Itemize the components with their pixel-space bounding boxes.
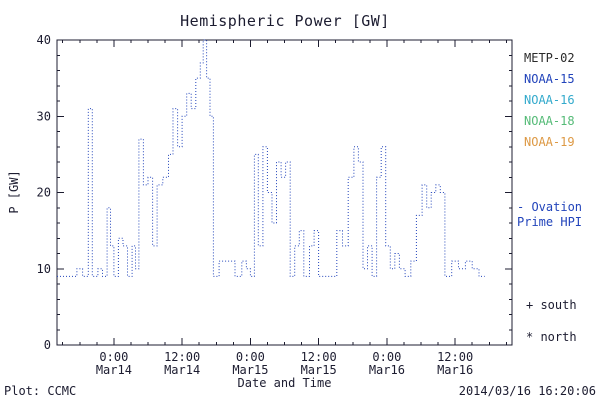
x-tick-time-label: 0:00 — [236, 350, 265, 364]
x-tick-time-label: 12:00 — [164, 350, 200, 364]
north-marker-label: * north — [526, 330, 577, 344]
x-tick-time-label: 12:00 — [437, 350, 473, 364]
ovation-legend: - Ovation Prime HPI — [517, 200, 582, 230]
legend-item-metp-02: METP-02 — [524, 51, 575, 65]
legend-item-noaa-15: NOAA-15 — [524, 72, 575, 86]
x-tick-date-label: Mar14 — [96, 363, 132, 377]
legend-item-noaa-16: NOAA-16 — [524, 93, 575, 107]
hpi-step-line — [57, 39, 485, 277]
y-axis-label: P [GW] — [7, 170, 21, 214]
y-tick-label: 20 — [37, 186, 51, 200]
x-tick-date-label: Mar15 — [301, 363, 337, 377]
x-tick-date-label: Mar14 — [164, 363, 200, 377]
footer-timestamp: 2014/03/16 16:20:06 — [458, 384, 596, 398]
x-tick-date-label: Mar16 — [369, 363, 405, 377]
y-tick-label: 10 — [37, 262, 51, 276]
ovation-legend-line2: Prime HPI — [517, 215, 583, 229]
legend-item-noaa-19: NOAA-19 — [524, 135, 575, 149]
ovation-legend-line1: - Ovation — [517, 200, 583, 214]
y-tick-label: 40 — [37, 33, 51, 47]
legend-item-noaa-18: NOAA-18 — [524, 114, 575, 128]
x-tick-time-label: 0:00 — [99, 350, 128, 364]
footer-plot-source: Plot: CCMC — [4, 384, 77, 398]
x-tick-time-label: 12:00 — [301, 350, 337, 364]
x-tick-time-label: 0:00 — [372, 350, 401, 364]
chart-title: Hemispheric Power [GW] — [180, 12, 390, 30]
satellite-legend: METP-02 NOAA-15 NOAA-16 NOAA-18 NOAA-19 — [524, 48, 575, 153]
x-tick-date-label: Mar16 — [437, 363, 473, 377]
y-tick-label: 30 — [37, 109, 51, 123]
south-marker-label: + south — [526, 298, 577, 312]
x-axis-label: Date and Time — [237, 376, 332, 390]
x-tick-date-label: Mar15 — [232, 363, 268, 377]
y-tick-label: 0 — [44, 338, 51, 352]
